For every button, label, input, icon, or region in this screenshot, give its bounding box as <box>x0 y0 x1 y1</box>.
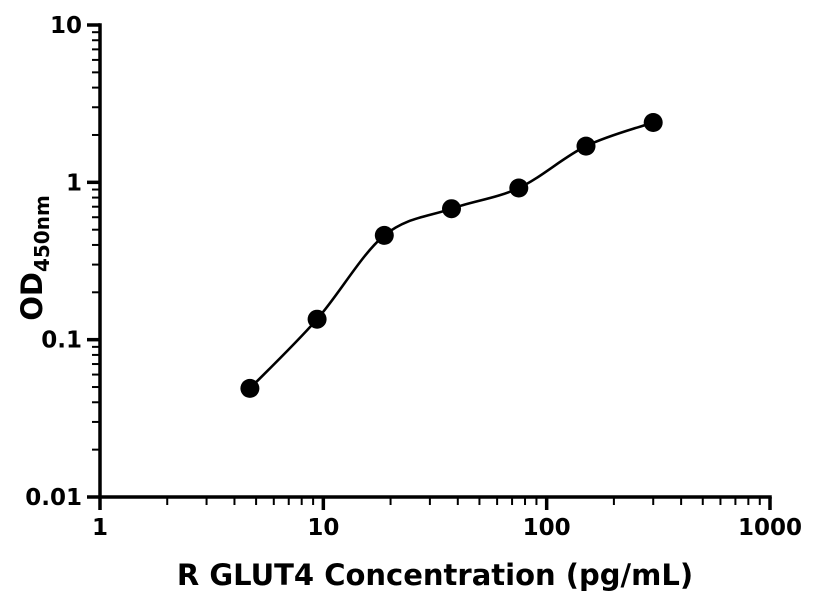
y-axis-title-main: OD <box>15 272 49 321</box>
y-tick-label: 0.1 <box>41 328 82 354</box>
x-axis-title: R GLUT4 Concentration (pg/mL) <box>176 558 694 592</box>
x-tick-label: 1 <box>92 515 108 541</box>
x-tick-label: 100 <box>523 515 571 541</box>
y-tick-label: 1 <box>66 170 82 196</box>
x-tick-label: 10 <box>307 515 339 541</box>
y-tick-label: 10 <box>50 13 82 39</box>
y-axis-title: OD450nm <box>15 195 54 321</box>
data-point <box>576 136 596 156</box>
axes-spines <box>98 23 772 499</box>
y-axis-title-subscript: 450nm <box>30 195 54 273</box>
data-point <box>442 199 461 219</box>
data-point <box>643 113 663 132</box>
data-point <box>240 378 260 398</box>
y-tick-label: 0.01 <box>25 485 82 511</box>
data-point <box>509 178 529 198</box>
data-point <box>374 225 394 245</box>
fit-curve <box>248 121 654 390</box>
data-point <box>307 309 327 329</box>
x-tick-label: 1000 <box>738 515 802 541</box>
